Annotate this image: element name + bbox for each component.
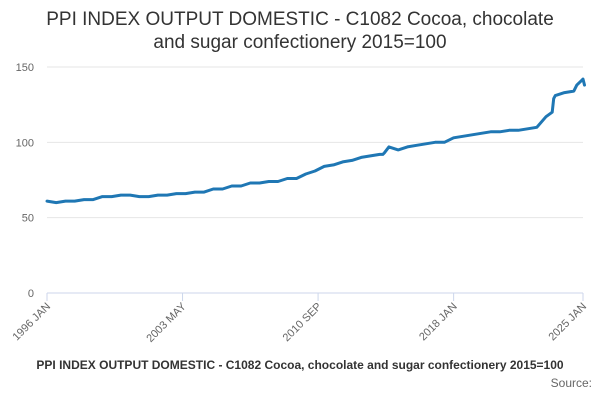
grid-lines [47, 66, 583, 219]
chart-caption: PPI INDEX OUTPUT DOMESTIC - C1082 Cocoa,… [36, 358, 564, 372]
y-tick-label: 150 [16, 62, 34, 74]
y-tick-label: 100 [16, 137, 34, 149]
y-axis-tick-labels: 0 50 100 150 [16, 62, 34, 300]
y-tick-label: 0 [28, 288, 34, 300]
chart-title: PPI INDEX OUTPUT DOMESTIC - C1082 Cocoa,… [0, 8, 600, 54]
x-axis [46, 292, 584, 301]
x-tick-label: 2025 JAN [546, 301, 589, 344]
x-tick-label: 2003 MAY [144, 300, 189, 345]
series-layer [45, 77, 586, 205]
chart-title-line-2: and sugar confectionery 2015=100 [153, 32, 447, 53]
x-tick-label: 2010 SEP [281, 301, 325, 345]
x-tick-label: 2018 JAN [417, 301, 460, 344]
x-axis-tick-labels: 1996 JAN 2003 MAY 2010 SEP 2018 JAN 2025 JAN [10, 300, 589, 345]
y-tick-label: 50 [22, 213, 34, 225]
x-tick-label: 1996 JAN [10, 301, 53, 344]
chart-title-line-1: PPI INDEX OUTPUT DOMESTIC - C1082 Cocoa,… [46, 9, 554, 30]
source-label: Source: [550, 376, 592, 390]
series-line [45, 77, 586, 205]
